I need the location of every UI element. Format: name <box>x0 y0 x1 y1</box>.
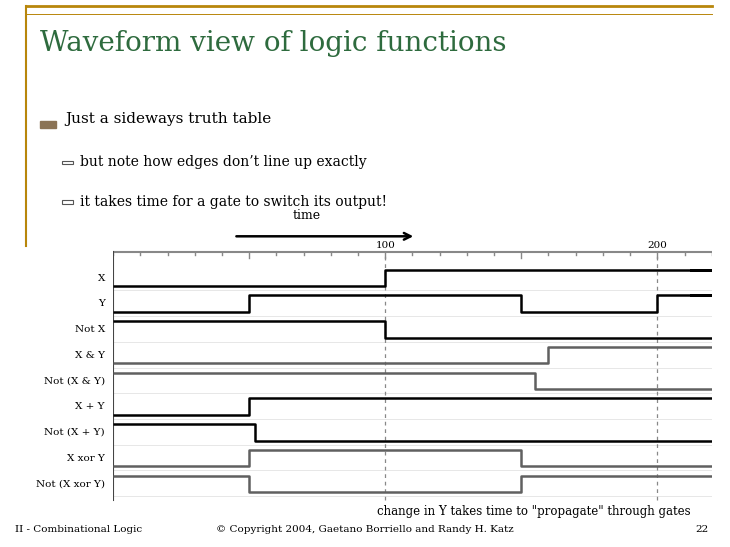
Text: X + Y: X + Y <box>75 402 105 411</box>
Text: 22: 22 <box>695 525 708 534</box>
Text: Waveform view of logic functions: Waveform view of logic functions <box>40 30 507 56</box>
Text: time: time <box>293 208 320 222</box>
Text: it takes time for a gate to switch its output!: it takes time for a gate to switch its o… <box>80 195 388 208</box>
Text: X xor Y: X xor Y <box>67 453 105 463</box>
Text: Just a sideways truth table: Just a sideways truth table <box>66 112 272 126</box>
Text: but note how edges don’t line up exactly: but note how edges don’t line up exactly <box>80 155 367 169</box>
Text: Not (X + Y): Not (X + Y) <box>45 428 105 437</box>
Bar <box>62 200 73 203</box>
Text: II - Combinational Logic: II - Combinational Logic <box>15 525 142 534</box>
Bar <box>40 121 56 128</box>
Text: Not (X xor Y): Not (X xor Y) <box>36 479 105 488</box>
Text: © Copyright 2004, Gaetano Borriello and Randy H. Katz: © Copyright 2004, Gaetano Borriello and … <box>216 525 514 534</box>
Text: Not X: Not X <box>74 325 105 334</box>
Bar <box>62 161 73 164</box>
Text: Y: Y <box>98 299 105 309</box>
Text: 200: 200 <box>648 241 667 250</box>
Text: X: X <box>98 274 105 282</box>
Text: 100: 100 <box>375 241 395 250</box>
Text: X & Y: X & Y <box>75 351 105 360</box>
Text: Not (X & Y): Not (X & Y) <box>44 376 105 386</box>
Text: change in Y takes time to "propagate" through gates: change in Y takes time to "propagate" th… <box>377 504 691 517</box>
